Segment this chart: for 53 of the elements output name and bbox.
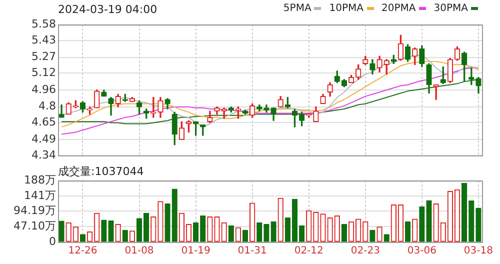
bar xyxy=(468,200,474,242)
bar xyxy=(108,220,114,242)
x-tick-label: 03-18 xyxy=(464,246,493,257)
y-tick-label: 4.8 xyxy=(38,100,56,113)
bar xyxy=(419,206,425,242)
bar xyxy=(58,220,64,242)
bar xyxy=(270,221,276,242)
y-tick-label: 47.10万 xyxy=(14,219,56,232)
x-tick-label: 02-23 xyxy=(350,246,380,257)
y-tick-label: 0 xyxy=(49,234,56,248)
legend-label: 20PMA xyxy=(382,3,417,14)
bar xyxy=(228,225,234,242)
y-tick-label: 141万 xyxy=(24,188,56,202)
y-tick-label: 5.12 xyxy=(32,66,56,79)
bar xyxy=(242,230,248,242)
chart-title: 2024-03-19 04:00 xyxy=(58,3,158,16)
x-tick-label: 01-19 xyxy=(181,246,210,257)
bar xyxy=(101,220,107,242)
x-tick-label: 03-06 xyxy=(407,246,436,257)
x-tick-label: 12-26 xyxy=(68,246,98,257)
bar xyxy=(192,222,199,242)
y-tick-label: 4.34 xyxy=(32,148,56,162)
y-tick-label: 5.43 xyxy=(32,33,56,46)
bar xyxy=(144,212,150,242)
legend-label: 10PMA xyxy=(329,3,365,14)
y-tick-label: 4.65 xyxy=(32,116,56,129)
chart-title: 成交量:1037044 xyxy=(58,164,144,179)
bar xyxy=(462,182,468,242)
bar xyxy=(341,224,348,242)
bar xyxy=(476,208,482,242)
bar xyxy=(404,221,411,242)
y-tick-label: 4.96 xyxy=(32,82,56,96)
y-tick-label: 5.58 xyxy=(32,17,56,30)
bar xyxy=(284,218,290,242)
y-tick-label: 94.19万 xyxy=(14,204,56,218)
y-tick-label: 4.49 xyxy=(32,132,56,146)
legend-label: 30PMA xyxy=(434,3,469,14)
bar xyxy=(136,218,142,242)
x-tick-label: 02-12 xyxy=(294,246,324,257)
x-tick-label: 01-31 xyxy=(238,246,267,257)
y-tick-label: 188万 xyxy=(24,173,56,186)
legend-label: 5PMA xyxy=(283,3,312,14)
bar xyxy=(264,224,270,242)
bar xyxy=(256,222,262,242)
bar xyxy=(122,230,128,242)
bar xyxy=(426,200,432,242)
candlestick xyxy=(221,108,227,119)
bar xyxy=(164,203,170,242)
x-tick-label: 01-08 xyxy=(124,246,154,257)
bar xyxy=(172,188,178,242)
y-tick-label: 5.27 xyxy=(32,50,56,64)
bar xyxy=(200,216,206,242)
bar xyxy=(370,230,376,242)
